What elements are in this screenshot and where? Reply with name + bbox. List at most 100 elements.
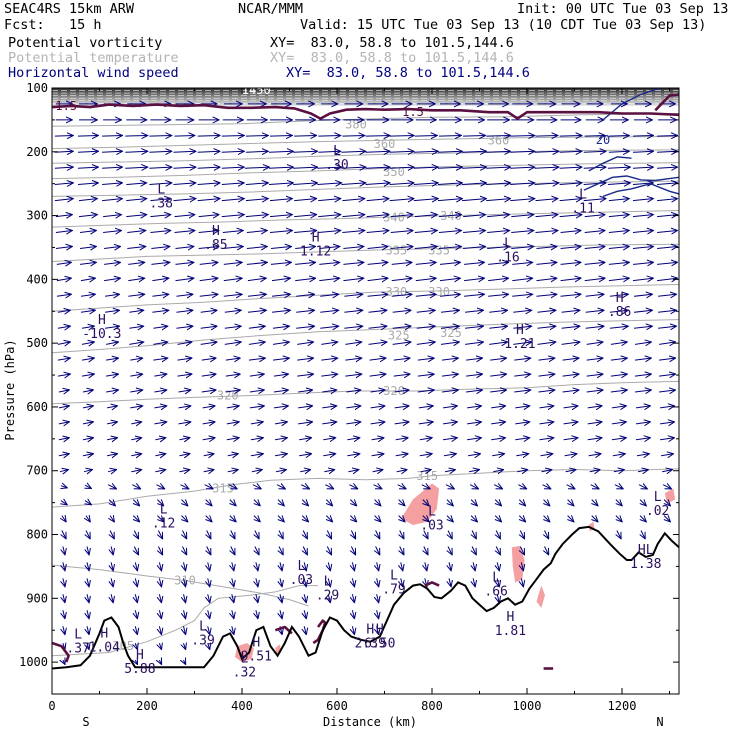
- wind-vector: [372, 470, 383, 472]
- wind-vector: [299, 438, 311, 440]
- wind-vector: [438, 231, 461, 233]
- wind-vector: [255, 530, 259, 539]
- wind-vector: [126, 183, 146, 185]
- wind-vector: [510, 183, 534, 185]
- wind-vector: [635, 438, 650, 440]
- wind-vector: [563, 406, 578, 408]
- wind-vector: [107, 406, 117, 408]
- extremum-type: H: [98, 313, 106, 328]
- wind-vector: [106, 358, 118, 360]
- extremum-type: L: [74, 628, 82, 643]
- wind-vector: [322, 406, 336, 408]
- wind-vector: [511, 247, 533, 249]
- wind-vector: [493, 485, 502, 489]
- wind-vector: [321, 358, 337, 360]
- wind-vector: [280, 594, 282, 602]
- wind-vector: [610, 342, 627, 344]
- wind-vector: [326, 516, 332, 522]
- wind-vector: [462, 199, 486, 201]
- wind-vector: [59, 470, 68, 472]
- wind-vector: [537, 310, 556, 312]
- wind-vector: [472, 546, 476, 555]
- wind-vector: [106, 374, 118, 376]
- wind-vector: [154, 422, 166, 424]
- y-axis-label: Pressure (hPa): [3, 339, 17, 440]
- wind-vector: [184, 594, 186, 602]
- wind-vector: [352, 562, 354, 570]
- y-tick-label: 300: [26, 209, 48, 223]
- extremum-type: H: [136, 648, 144, 663]
- wind-vector: [153, 342, 167, 344]
- extremum-type: H: [376, 623, 384, 638]
- wind-vector: [491, 438, 505, 440]
- wind-vector: [178, 390, 191, 392]
- wind-vector: [367, 294, 388, 296]
- wind-vector: [559, 199, 582, 201]
- wind-vector: [180, 485, 189, 489]
- wind-vector: [559, 215, 582, 217]
- x-tick-label: 0: [48, 699, 55, 713]
- wind-vector: [173, 199, 196, 201]
- wind-vector: [111, 578, 113, 586]
- wind-vector: [324, 470, 334, 472]
- wind-vector: [246, 247, 267, 249]
- wind-vector: [659, 342, 675, 344]
- extremum-type: L: [160, 503, 168, 518]
- wind-vector: [391, 294, 412, 296]
- wind-vector: [657, 278, 677, 280]
- wind-vector: [202, 438, 215, 440]
- upper-contour-label: 1450: [242, 83, 271, 97]
- wind-vector: [224, 326, 241, 328]
- wind-vector: [319, 247, 339, 249]
- wind-vector: [79, 262, 96, 264]
- wind-vector: [424, 530, 428, 539]
- wind-vector: [293, 167, 317, 168]
- wind-vector: [183, 546, 187, 555]
- wind-vector: [151, 247, 169, 249]
- wind-vector: [391, 278, 412, 280]
- isentrope-315: [52, 468, 679, 508]
- extremum-value: .02: [646, 504, 669, 519]
- pv-contour-1.5: [654, 93, 679, 112]
- wind-vector: [135, 660, 137, 664]
- wind-vector: [173, 151, 196, 152]
- wind-vector: [389, 199, 414, 201]
- wind-vector: [608, 231, 629, 233]
- wind-vector: [63, 562, 65, 570]
- wind-vector: [318, 231, 340, 233]
- wind-vector: [63, 546, 65, 555]
- wind-vector: [247, 294, 266, 296]
- wind-vector: [348, 470, 358, 472]
- wind-vector: [81, 326, 94, 328]
- isentrope-label: 330: [428, 285, 450, 299]
- wind-vector: [352, 610, 354, 618]
- wind-vector: [534, 151, 559, 152]
- wind-vector: [295, 262, 315, 264]
- isentrope-label: 325: [388, 329, 410, 343]
- pv-contour-1.5: [424, 581, 440, 587]
- wind-vector: [566, 485, 575, 489]
- wind-vector: [584, 136, 605, 137]
- wind-vector: [135, 562, 137, 570]
- extremum-type: H: [100, 626, 108, 641]
- isentrope-325: [52, 319, 679, 354]
- wind-vector: [586, 390, 603, 392]
- wind-vector: [634, 390, 651, 392]
- wind-vector: [632, 262, 653, 264]
- wind-vector: [133, 516, 139, 522]
- wind-vector: [197, 183, 220, 185]
- wind-vector: [495, 500, 501, 506]
- wind-vector: [342, 231, 364, 233]
- wind-vector: [303, 530, 307, 539]
- wind-vector: [298, 422, 312, 424]
- wind-vector: [415, 278, 436, 280]
- wind-vector: [158, 530, 162, 539]
- wind-vector: [232, 578, 234, 586]
- wind-vector: [437, 183, 462, 185]
- wind-vector: [632, 278, 653, 280]
- isentrope-label: 315: [212, 482, 234, 496]
- wind-vector: [135, 643, 137, 649]
- isentrope-320: [52, 380, 679, 405]
- left-end-label: S: [82, 715, 89, 729]
